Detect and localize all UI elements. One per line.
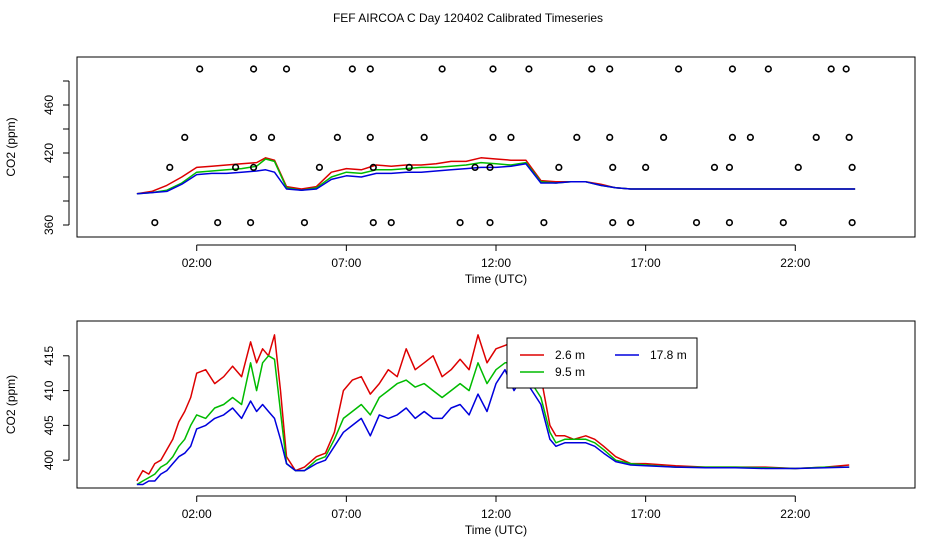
data-point [249,133,258,141]
data-point [794,163,802,171]
plot-frame [76,56,916,238]
data-point [848,219,856,227]
data-point [420,133,428,141]
legend-label: 2.6 m [555,348,585,362]
data-point [609,219,617,227]
data-point [249,163,258,171]
legend-label: 17.8 m [650,348,687,362]
x-tick-label: 02:00 [182,507,212,521]
data-point [609,163,617,171]
series-line-2-6-m [136,334,850,482]
legend: 2.6 m 9.5 m 17.8 m [506,337,698,389]
y-axis-label: CO2 (ppm) [4,375,18,434]
data-point [489,65,497,73]
data-point [300,219,309,227]
y-axis-label: CO2 (ppm) [4,117,18,176]
y-tick-label: 420 [42,143,56,163]
panel-bottom: 02:00 07:00 12:00 17:00 22:00 Time (UTC) 400 40… [4,320,916,537]
x-axis-label: Time (UTC) [465,272,527,286]
data-point [489,133,497,141]
data-point [779,219,787,227]
data-point [232,163,240,171]
series-line-17-8-m [136,163,856,195]
data-point [387,219,395,227]
data-point [692,219,701,227]
data-point [366,133,374,141]
data-point [606,65,614,73]
panel-top: 02:00 07:00 12:00 17:00 22:00 Time (UTC) 360 42… [4,56,916,286]
data-point [627,219,635,227]
data-point [369,163,377,171]
x-tick-label: 07:00 [331,507,361,521]
series-line-9-5-m [136,355,850,486]
data-point [246,219,255,227]
data-point [746,133,754,141]
x-tick-label: 22:00 [780,256,810,270]
data-point [659,133,668,141]
x-tick-label: 02:00 [182,256,212,270]
x-tick-label: 12:00 [481,256,511,270]
data-point [166,163,174,171]
data-point [249,65,258,73]
chart-title: FEF AIRCOA C Day 120402 Calibrated Times… [333,11,603,25]
y-tick-label: 405 [42,415,56,435]
x-tick-label: 17:00 [631,256,661,270]
data-point [333,133,341,141]
data-point [728,133,737,141]
data-point [315,163,324,171]
y-tick-label: 400 [42,450,56,470]
data-point [181,133,189,141]
legend-label: 9.5 m [555,365,585,379]
y-tick-label: 410 [42,380,56,400]
data-point [471,163,479,171]
data-point [725,219,734,227]
data-point [606,133,614,141]
data-point [812,133,820,141]
data-point [710,163,719,171]
data-point [282,65,291,73]
x-tick-label: 22:00 [780,507,810,521]
data-point [348,65,356,73]
x-tick-label: 07:00 [331,256,361,270]
data-point [642,163,650,171]
data-point [525,65,533,73]
data-point [555,163,563,171]
data-point [267,133,276,141]
y-tick-label: 460 [42,95,56,115]
data-point [540,219,548,227]
data-point [728,65,737,73]
data-point [366,65,374,73]
x-tick-label: 12:00 [481,507,511,521]
data-point [456,219,464,227]
data-point [845,133,853,141]
data-point [405,163,413,171]
data-point [438,65,446,73]
data-point [725,163,734,171]
data-point [151,219,159,227]
data-point [848,163,856,171]
data-point [827,65,835,73]
data-point [764,65,772,73]
data-point [214,219,222,227]
data-point [369,219,377,227]
data-point [196,65,204,73]
data-point [842,65,850,73]
y-tick-label: 360 [42,215,56,235]
data-point [486,163,494,171]
data-point [486,219,494,227]
y-tick-label: 415 [42,345,56,365]
legend-box [506,337,698,389]
data-point [507,133,515,141]
series-line-17-8-m [136,368,850,486]
data-point [588,65,596,73]
plot-frame [76,320,916,489]
data-point [674,65,683,73]
data-point [573,133,581,141]
x-tick-label: 17:00 [631,507,661,521]
x-axis-label: Time (UTC) [465,523,527,537]
